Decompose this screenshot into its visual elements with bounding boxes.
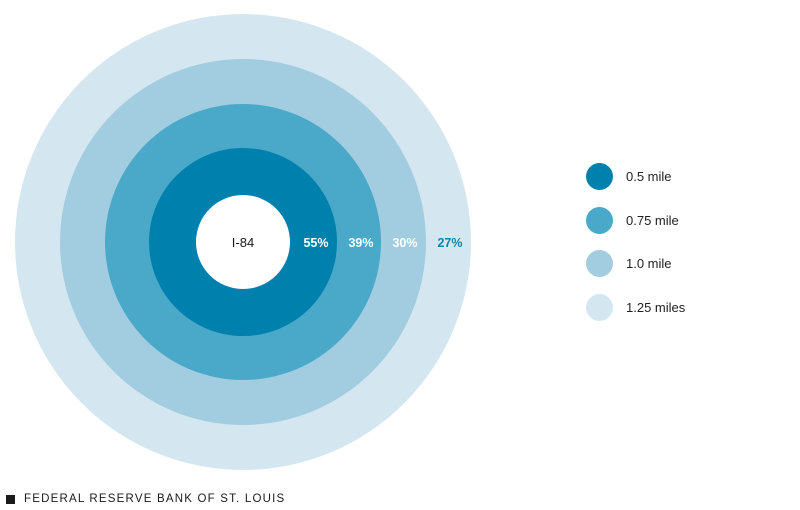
legend-swatch-0-75-mile xyxy=(586,206,613,234)
percent-label-0-75-mile: 39% xyxy=(348,236,373,250)
percent-label-1-0-mile: 30% xyxy=(392,236,417,250)
source-text: FEDERAL RESERVE BANK OF ST. LOUIS xyxy=(24,493,286,505)
legend-label: 1.0 mile xyxy=(626,256,672,271)
source-footer: FEDERAL RESERVE BANK OF ST. LOUIS xyxy=(6,490,285,508)
legend-swatch-1-25-miles xyxy=(586,293,613,321)
percent-label-1-25-miles: 27% xyxy=(437,236,462,250)
center-hole xyxy=(196,195,290,289)
legend-label: 0.5 mile xyxy=(626,169,672,184)
center-label: I-84 xyxy=(232,235,254,250)
square-bullet-icon xyxy=(6,494,15,504)
legend: 0.5 mile 0.75 mile 1.0 mile 1.25 miles xyxy=(586,162,786,336)
legend-item-0-5-mile: 0.5 mile xyxy=(586,162,786,191)
legend-swatch-1-0-mile xyxy=(586,250,613,277)
percent-label-0-5-mile: 55% xyxy=(303,236,328,250)
legend-swatch-0-5-mile xyxy=(586,163,613,190)
legend-item-1-25-miles: 1.25 miles xyxy=(586,293,786,322)
legend-label: 0.75 mile xyxy=(626,212,679,228)
legend-item-0-75-mile: 0.75 mile xyxy=(586,206,786,235)
legend-item-1-0-mile: 1.0 mile xyxy=(586,249,786,278)
legend-label: 1.25 miles xyxy=(626,299,686,315)
